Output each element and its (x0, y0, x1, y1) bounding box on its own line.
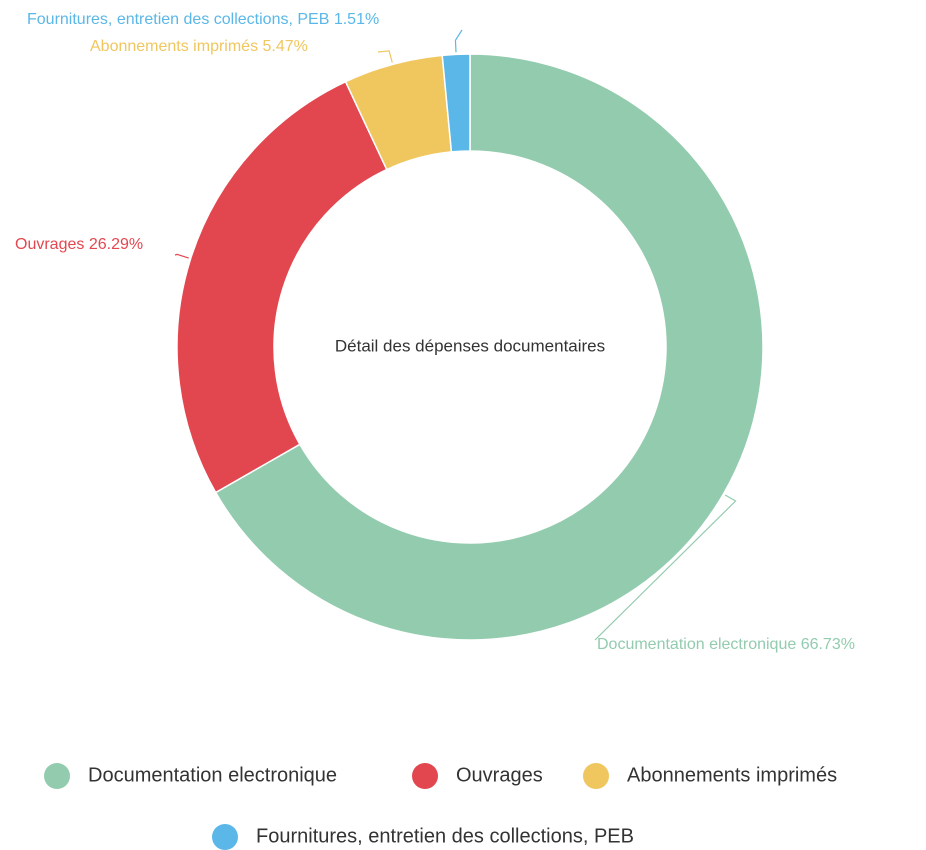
data-label: Ouvrages 26.29% (15, 236, 143, 253)
donut-slice (214, 53, 764, 641)
data-label: Abonnements imprimés 5.47% (90, 38, 308, 55)
data-label: Documentation electronique 66.73% (597, 636, 855, 653)
legend-label: Abonnements imprimés (627, 764, 837, 786)
donut-slice (441, 53, 471, 153)
data-label-value: 1.51% (334, 11, 379, 28)
donut-slice (176, 80, 388, 494)
data-label-name: Ouvrages (15, 236, 84, 253)
legend-label: Ouvrages (456, 764, 543, 786)
leader-line (377, 50, 393, 63)
legend-swatch (44, 763, 70, 789)
data-label-name: Abonnements imprimés (90, 38, 258, 55)
legend-label: Documentation electronique (88, 764, 337, 786)
data-label-value: 26.29% (89, 236, 143, 253)
chart-title: Détail des dépenses documentaires (335, 336, 605, 355)
data-label-name: Documentation electronique (597, 636, 796, 653)
data-label-value: 66.73% (801, 636, 855, 653)
data-label-value: 5.47% (263, 38, 308, 55)
legend-swatch (212, 824, 238, 850)
legend-label: Fournitures, entretien des collections, … (256, 825, 634, 847)
data-label-name: Fournitures, entretien des collections, … (27, 11, 329, 28)
leader-line (594, 494, 737, 641)
leader-line (454, 29, 463, 53)
legend-swatch (583, 763, 609, 789)
legend-swatch (412, 763, 438, 789)
leader-line (174, 253, 189, 259)
data-label: Fournitures, entretien des collections, … (27, 11, 379, 28)
